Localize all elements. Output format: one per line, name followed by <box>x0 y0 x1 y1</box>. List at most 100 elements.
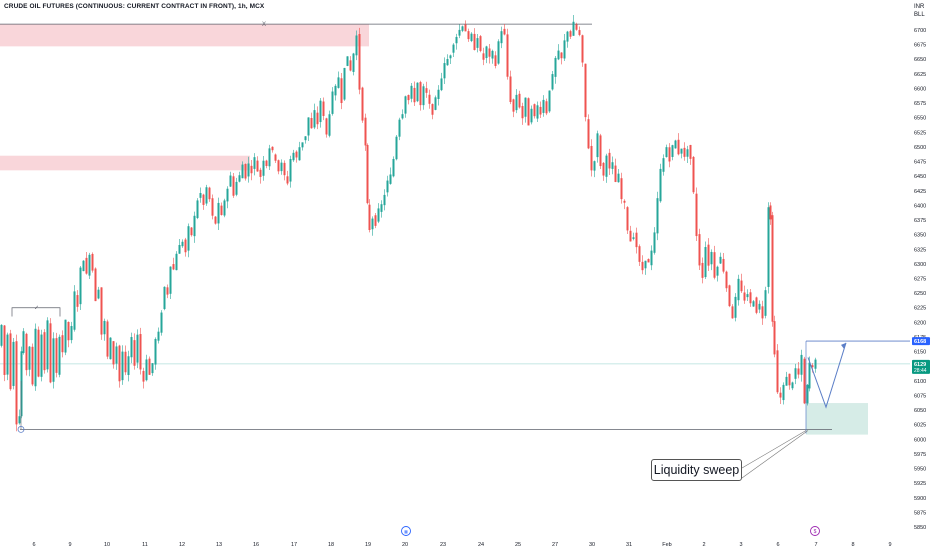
candle-body <box>43 332 46 371</box>
candle-body <box>358 34 361 90</box>
candle-body <box>653 232 656 253</box>
candle-body <box>509 76 512 103</box>
y-tick-label: 6325 <box>914 247 926 253</box>
candle-body <box>6 334 9 375</box>
candle-body <box>208 187 211 200</box>
candle-body <box>298 147 301 161</box>
candle-body <box>61 335 64 353</box>
candle-body <box>205 187 208 204</box>
candle-body <box>584 63 587 118</box>
y-tick-label: 5975 <box>914 452 926 458</box>
candle-body <box>73 291 76 330</box>
dividend-icon-glyph: $ <box>814 529 817 535</box>
candle-body <box>319 100 322 123</box>
candle-body <box>211 198 214 216</box>
y-tick-label: 6500 <box>914 145 926 151</box>
candle-body <box>458 29 461 36</box>
candle-body <box>389 174 392 184</box>
candle-body <box>626 207 629 231</box>
y-tick-label: 6475 <box>914 160 926 166</box>
candle-body <box>214 216 217 224</box>
candle-body <box>746 294 749 298</box>
candle-body <box>635 232 638 248</box>
candle-body <box>572 21 575 36</box>
x-tick-label: 11 <box>142 542 148 548</box>
candle-body <box>331 91 334 114</box>
candle-body <box>416 82 419 102</box>
candle-body <box>797 368 800 375</box>
candle-body <box>560 52 563 59</box>
candle-body <box>12 341 15 386</box>
y-tick-label: 6100 <box>914 379 926 385</box>
bracket-line <box>11 307 61 317</box>
markers: X ✓ ▦ $ <box>11 22 820 536</box>
candle-body <box>467 31 470 40</box>
candle-body <box>250 165 253 174</box>
candle-body <box>349 60 352 71</box>
projection-arrowhead <box>841 342 846 349</box>
x-tick-label: 30 <box>589 542 595 548</box>
candle-body <box>506 34 509 77</box>
candle-body <box>322 101 325 116</box>
y-tick-label: 6200 <box>914 320 926 326</box>
candle-body <box>52 338 55 382</box>
candle-body <box>599 135 602 167</box>
candle-body <box>470 33 473 42</box>
candle-body <box>253 157 256 169</box>
candle-body <box>404 96 407 114</box>
candle-body <box>542 99 545 113</box>
candle-body <box>587 119 590 149</box>
candle-body <box>803 358 806 404</box>
candle-body <box>49 323 52 383</box>
candle-body <box>268 148 271 167</box>
candle-body <box>725 271 728 289</box>
candle-body <box>380 204 383 212</box>
candle-body <box>677 139 680 155</box>
candle-body <box>190 227 193 236</box>
candle-body <box>497 41 500 64</box>
liquidity-sweep-callout[interactable]: Liquidity sweep <box>651 459 742 481</box>
candle-body <box>596 133 599 158</box>
candle-body <box>271 146 274 151</box>
candle-body <box>374 215 377 226</box>
candle-body <box>184 239 187 253</box>
candle-body <box>479 36 482 51</box>
candle-body <box>82 260 85 272</box>
candle-body <box>28 346 31 370</box>
y-tick-label: 6225 <box>914 306 926 312</box>
y-tick-label: 5900 <box>914 496 926 502</box>
y-tick-label: 6250 <box>914 291 926 297</box>
y-tick-label: 6450 <box>914 174 926 180</box>
candle-body <box>0 324 3 346</box>
candle-body <box>94 268 97 302</box>
candle-body <box>482 53 485 60</box>
candle-body <box>806 384 809 404</box>
demand-zone <box>806 403 868 435</box>
x-tick-label: Feb <box>662 542 671 548</box>
price-axis[interactable]: 5850 5875 5900 5925 5950 5975 6000 6025 6050 6075… <box>912 28 930 531</box>
candle-body <box>533 104 536 117</box>
y-tick-label: 5950 <box>914 467 926 473</box>
candle-body <box>163 286 166 310</box>
candle-body <box>776 350 779 393</box>
y-tick-label: 5925 <box>914 481 926 487</box>
x-tick-label: 8 <box>851 542 854 548</box>
candle-body <box>226 188 229 202</box>
candle-body <box>704 247 707 278</box>
candle-body <box>557 50 560 60</box>
candle-body <box>800 354 803 375</box>
candle-body <box>313 110 316 128</box>
candle-body <box>187 226 190 251</box>
candle-body <box>259 169 262 177</box>
y-tick-label: 6425 <box>914 189 926 195</box>
calendar-icon-glyph: ▦ <box>404 529 408 534</box>
candle-body <box>428 94 431 104</box>
candle-body <box>106 321 109 357</box>
x-tick-label: 19 <box>365 542 371 548</box>
x-tick-label: 23 <box>440 542 446 548</box>
y-tick-label: 6075 <box>914 393 926 399</box>
candle-body <box>193 215 196 237</box>
time-axis[interactable]: 6 9 10 11 12 13 16 17 18 19 20 23 24 25 27 30 31 Feb 2 3 6 7 8… <box>32 542 891 548</box>
candle-body <box>683 147 686 157</box>
